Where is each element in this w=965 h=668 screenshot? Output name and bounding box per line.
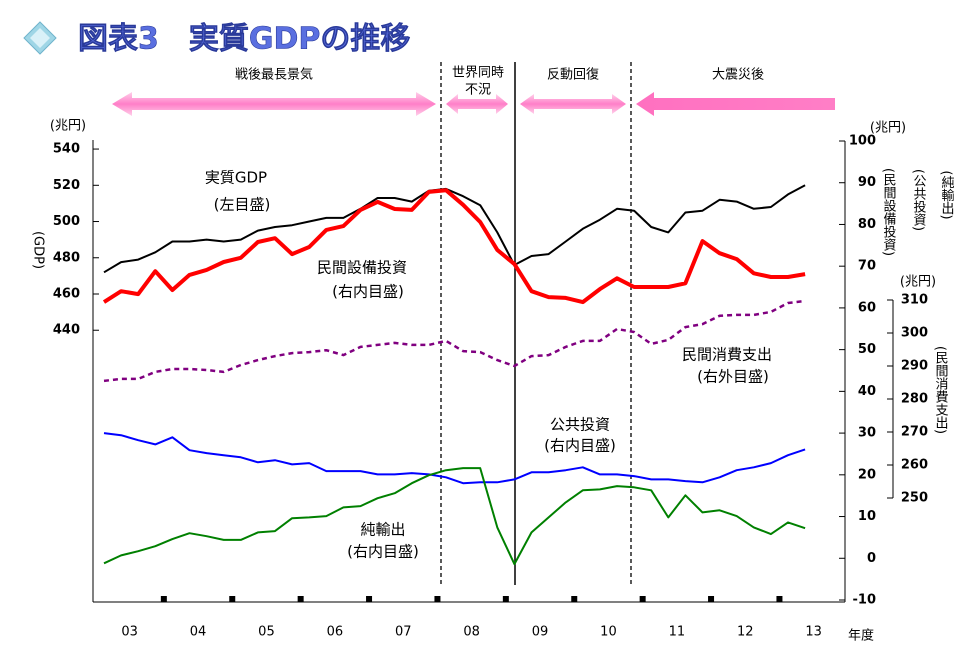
y2-axis-title: (民間設備投資) <box>881 168 897 256</box>
arrow <box>446 94 508 114</box>
x-tick <box>776 596 783 602</box>
x-axis-title: 年度 <box>848 628 874 644</box>
title-icon <box>30 28 50 48</box>
series-label: 公共投資 <box>550 416 610 434</box>
y3-tick-label: 270 <box>901 425 928 440</box>
y2-tick-label: 30 <box>858 426 876 441</box>
series-scale-label: (右内目盛) <box>544 437 616 455</box>
x-tick-label: 06 <box>327 625 344 640</box>
y-tick-label: 500 <box>53 214 80 229</box>
y2-tick-label: 70 <box>858 259 876 274</box>
y3-axis-title: (民間消費支出) <box>933 346 949 434</box>
phase-label: 戦後最長景気 <box>235 67 313 83</box>
y3-axis-unit: (兆円) <box>900 275 936 290</box>
page-title: 図表3 実質GDPの推移 <box>78 22 410 57</box>
phase-label: 反動回復 <box>547 67 599 83</box>
phase-label: 不況 <box>465 83 491 98</box>
x-tick-label: 10 <box>600 625 617 640</box>
x-tick-label: 08 <box>463 625 480 640</box>
series-label: 民間消費支出 <box>682 346 772 364</box>
y3-tick-label: 300 <box>901 326 928 341</box>
x-tick-label: 03 <box>121 625 138 640</box>
phase-label: 大震災後 <box>712 68 764 83</box>
x-tick <box>160 596 167 602</box>
phase-label: 世界同時 <box>452 66 504 81</box>
x-tick <box>639 596 646 602</box>
x-tick <box>297 596 304 602</box>
y-tick-label: 520 <box>53 178 80 193</box>
y2-axis-title: (純輸出) <box>939 170 955 219</box>
x-tick <box>708 596 715 602</box>
series-line <box>103 299 806 383</box>
series-scale-label: (右内目盛) <box>332 283 404 301</box>
x-tick <box>229 596 236 602</box>
x-tick-label: 07 <box>395 625 412 640</box>
series-label: 純輸出 <box>360 521 405 539</box>
y-axis-unit: (兆円) <box>50 119 86 134</box>
arrow <box>520 94 626 114</box>
y2-tick-label: 90 <box>858 175 876 190</box>
y-tick-label: 460 <box>53 287 80 302</box>
y2-axis-title: (公共投資) <box>911 169 927 231</box>
x-tick <box>366 596 373 602</box>
y2-tick-label: 100 <box>849 134 876 149</box>
series-line <box>103 467 806 566</box>
x-tick-label: 13 <box>805 625 822 640</box>
series-scale-label: (左目盛) <box>214 196 271 214</box>
series-label: 民間設備投資 <box>317 259 407 277</box>
series-line <box>102 188 806 305</box>
y2-tick-label: 0 <box>867 551 876 566</box>
phase-arrows <box>112 92 835 116</box>
x-tick-label: 05 <box>258 625 275 640</box>
y3-tick-label: 260 <box>901 458 928 473</box>
x-tick-label: 09 <box>532 625 549 640</box>
y3-tick-label: 250 <box>901 491 928 506</box>
y2-tick-label: 10 <box>858 509 876 524</box>
x-tick <box>502 596 509 602</box>
y-tick-label: 440 <box>53 323 80 338</box>
series-line <box>103 432 806 485</box>
series-scale-label: (右外目盛) <box>697 368 769 386</box>
arrow <box>636 92 835 116</box>
series-line <box>103 184 806 274</box>
arrow <box>112 92 436 116</box>
y-tick-label: 540 <box>53 142 80 157</box>
x-tick-label: 04 <box>190 625 207 640</box>
y2-tick-label: 40 <box>858 384 876 399</box>
y2-axis-unit: (兆円) <box>870 121 906 136</box>
series-scale-label: (右内目盛) <box>347 543 419 561</box>
y2-tick-label: -10 <box>853 593 877 608</box>
y2-tick-label: 60 <box>858 300 876 315</box>
x-tick <box>571 596 578 602</box>
y3-tick-label: 280 <box>901 392 928 407</box>
x-tick-label: 11 <box>669 625 686 640</box>
y3-tick-label: 310 <box>901 293 928 308</box>
y2-tick-label: 20 <box>858 467 876 482</box>
y3-tick-label: 290 <box>901 359 928 374</box>
x-tick-label: 12 <box>737 625 754 640</box>
y-tick-label: 480 <box>53 250 80 265</box>
series-label: 実質GDP <box>205 169 267 187</box>
y2-tick-label: 50 <box>858 342 876 357</box>
x-tick <box>434 596 441 602</box>
y2-tick-label: 80 <box>858 217 876 232</box>
y-axis-title: (GDP) <box>31 231 46 269</box>
